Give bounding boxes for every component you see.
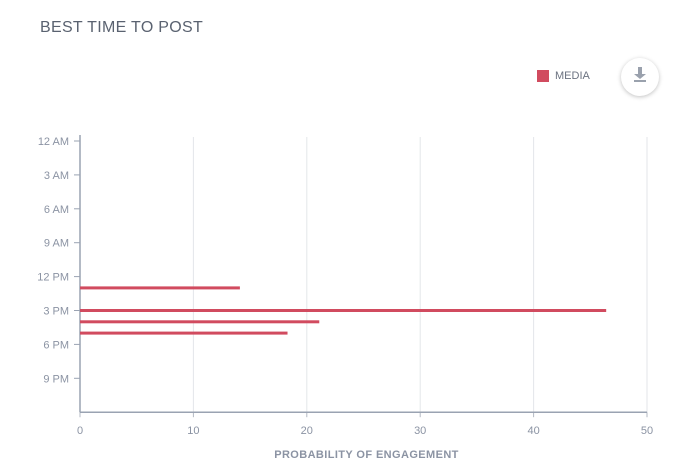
y-tick-label: 6 PM (43, 339, 69, 351)
bar (80, 331, 288, 335)
x-tick-label: 0 (77, 425, 83, 437)
legend-swatch (537, 70, 549, 82)
x-axis-title: PROBABILITY OF ENGAGEMENT (274, 449, 459, 461)
y-tick-label: 9 AM (44, 238, 69, 250)
y-tick-label: 3 AM (44, 170, 69, 182)
x-tick-label: 40 (527, 425, 539, 437)
chart-title: BEST TIME TO POST (40, 19, 204, 36)
download-icon (633, 66, 647, 88)
x-tick-label: 10 (187, 425, 199, 437)
y-tick-label: 12 AM (38, 136, 69, 148)
download-button[interactable] (621, 58, 659, 96)
y-tick-label: 12 PM (37, 272, 69, 284)
x-tick-label: 30 (414, 425, 426, 437)
bar (80, 309, 607, 312)
legend[interactable]: MEDIA (537, 70, 590, 82)
y-tick-label: 6 AM (44, 204, 69, 216)
bar (80, 286, 240, 290)
y-tick-label: 9 PM (43, 373, 69, 385)
y-tick-label: 3 PM (43, 306, 69, 318)
bar (80, 320, 320, 324)
x-tick-label: 20 (301, 425, 313, 437)
x-tick-label: 50 (641, 425, 653, 437)
legend-label: MEDIA (555, 70, 590, 82)
